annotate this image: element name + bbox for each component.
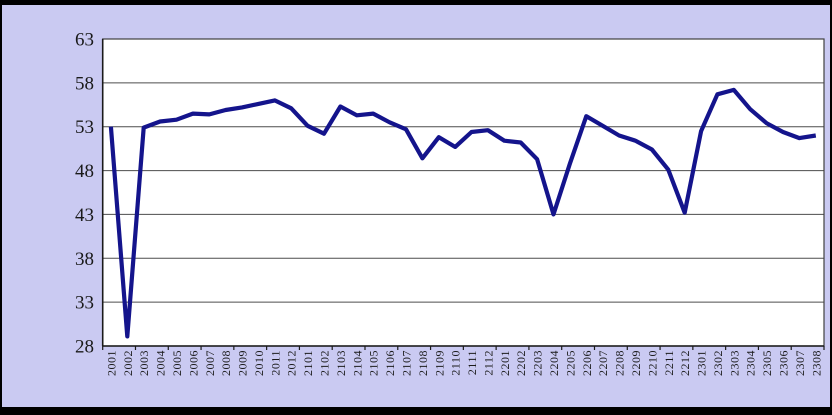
- x-axis-label: 2212: [678, 350, 692, 376]
- x-axis-label: 2003: [137, 350, 151, 376]
- data-line: [108, 87, 817, 339]
- x-axis-label: 2205: [563, 350, 577, 376]
- x-axis-label: 2209: [629, 350, 643, 376]
- x-axis-label: 2004: [154, 350, 168, 376]
- x-axis-label: 2008: [219, 350, 233, 376]
- x-axis-label: 2108: [416, 350, 430, 376]
- x-axis-label: 2308: [809, 350, 823, 376]
- y-axis-label: 33: [75, 293, 94, 314]
- chart-frame: 28 33 38 43 48 53 58 63 2001 2002 2003 2004 2005 2006…: [2, 5, 830, 407]
- x-axis-label: 2202: [514, 350, 528, 376]
- x-axis-label: 2211: [662, 350, 676, 376]
- x-axis-label: 2110: [449, 350, 463, 376]
- y-axis-label: 43: [75, 205, 94, 226]
- x-axis-label: 2010: [252, 350, 266, 376]
- x-axis-label: 2307: [793, 350, 807, 376]
- x-axis-label: 2301: [695, 350, 709, 376]
- x-axis-label: 2302: [711, 350, 725, 376]
- x-axis-label: 2009: [236, 350, 250, 376]
- y-axis-label: 58: [75, 73, 94, 94]
- y-axis-label: 53: [75, 117, 94, 138]
- x-axis-label: 2002: [121, 350, 135, 376]
- x-axis-label: 2107: [399, 350, 413, 376]
- x-axis-label: 2206: [580, 350, 594, 376]
- x-axis-label: 2103: [334, 350, 348, 376]
- x-axis-label: 2208: [613, 350, 627, 376]
- x-axis-label: 2106: [383, 350, 397, 376]
- x-axis-label: 2109: [432, 350, 446, 376]
- plot-area: [102, 39, 824, 346]
- x-axis-label: 2101: [301, 350, 315, 376]
- x-axis-label: 2111: [465, 350, 479, 375]
- line-chart: 28 33 38 43 48 53 58 63 2001 2002 2003 2004 2005 2006…: [75, 30, 825, 376]
- x-axis-label: 2006: [186, 350, 200, 376]
- x-axis-label: 2204: [547, 350, 561, 376]
- x-axis-label: 2306: [777, 350, 791, 376]
- x-axis-label: 2102: [318, 350, 332, 376]
- x-axis-label: 2303: [727, 350, 741, 376]
- x-axis-label: 2105: [367, 350, 381, 376]
- y-axis-label: 48: [75, 161, 94, 182]
- x-axis-label: 2305: [760, 350, 774, 376]
- y-axis-label: 38: [75, 249, 94, 270]
- x-axis-label: 2210: [645, 350, 659, 376]
- x-axis-label: 2012: [285, 350, 299, 376]
- x-axis-label: 2112: [481, 350, 495, 376]
- x-axis-label: 2201: [498, 350, 512, 376]
- x-axis-label: 2304: [744, 350, 758, 376]
- x-axis-label: 2007: [203, 350, 217, 376]
- x-axis-label: 2203: [531, 350, 545, 376]
- y-axis-label: 28: [75, 337, 94, 358]
- x-axis-label: 2011: [268, 350, 282, 376]
- x-axis-label: 2207: [596, 350, 610, 376]
- x-axis-label: 2001: [104, 350, 118, 376]
- x-axis-label: 2005: [170, 350, 184, 376]
- y-axis-label: 63: [75, 30, 94, 51]
- x-axis-label: 2104: [350, 350, 364, 376]
